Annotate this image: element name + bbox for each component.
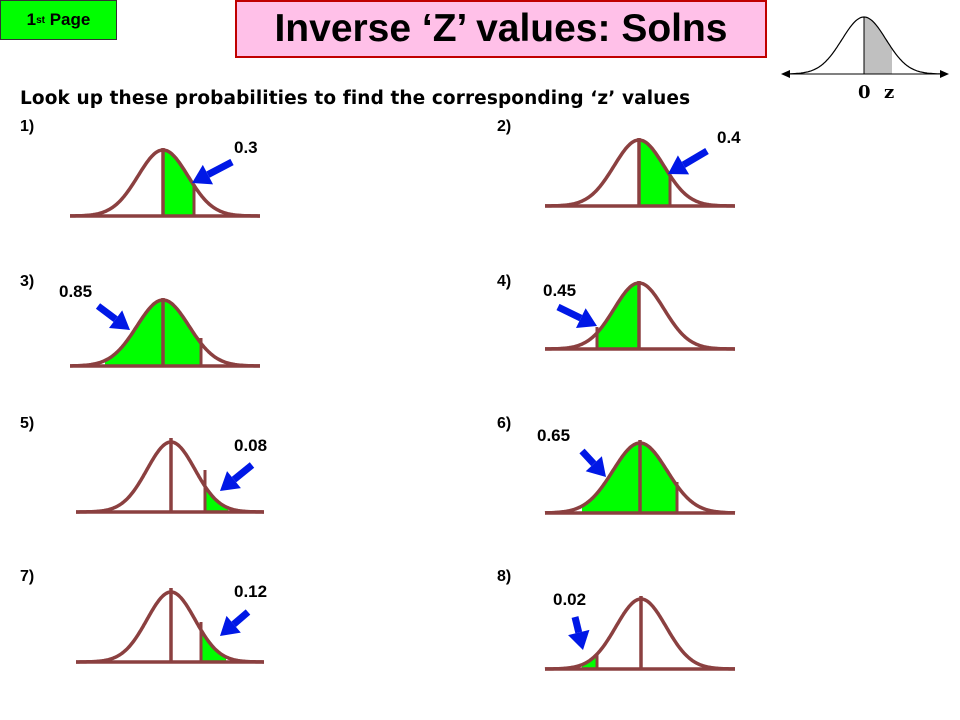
arrow-shaft-7 <box>231 609 251 627</box>
page-title: Inverse ‘Z’ values: Solns <box>274 7 728 50</box>
question-label-3: 3) <box>20 273 35 290</box>
arrow-7 <box>220 609 251 636</box>
probability-label-5: 0.08 <box>234 436 268 455</box>
page-badge-number: 1 <box>26 10 37 29</box>
diagram-6 <box>544 440 736 515</box>
question-label-2: 2) <box>497 118 512 135</box>
arrow-8 <box>568 616 590 650</box>
arrow-3 <box>95 303 130 330</box>
arrow-head-8 <box>568 629 590 650</box>
arrow-head-7 <box>220 615 241 636</box>
arrow-5 <box>220 462 255 491</box>
probability-label-4: 0.45 <box>543 281 577 300</box>
probability-label-2: 0.4 <box>717 128 741 147</box>
diagram-2 <box>545 138 735 208</box>
reference-label-z: z <box>884 82 894 103</box>
diagram-3 <box>70 298 260 368</box>
arrow-head-4 <box>576 308 597 329</box>
reference-fill <box>864 17 892 74</box>
arrow-head-1 <box>192 164 214 185</box>
question-label-7: 7) <box>20 568 35 585</box>
question-label-1: 1) <box>20 118 35 135</box>
arrow-2 <box>668 147 709 175</box>
arrow-head-3 <box>109 310 130 330</box>
curve-3 <box>70 298 260 368</box>
curve-1 <box>70 148 260 218</box>
diagram-1 <box>70 148 260 218</box>
reference-label-zero: 0 <box>858 82 871 103</box>
arrow-4 <box>556 303 597 329</box>
arrow-head-5 <box>220 471 241 491</box>
probability-label-8: 0.02 <box>553 590 587 609</box>
reference-diagram: 0 z <box>781 16 949 103</box>
arrow-shaft-4 <box>556 303 583 322</box>
diagram-8 <box>544 596 735 671</box>
shaded-area-4 <box>597 283 639 349</box>
arrow-shaft-1 <box>206 158 234 178</box>
question-label-8: 8) <box>497 568 512 585</box>
title-box: Inverse ‘Z’ values: Solns <box>235 0 767 58</box>
arrow-shaft-5 <box>231 462 255 483</box>
shaded-area-2 <box>639 140 670 206</box>
arrow-shaft-3 <box>95 303 118 323</box>
diagram-7 <box>76 588 264 664</box>
reference-axis-right-arrow <box>940 70 949 78</box>
page-badge-suffix: st <box>36 14 45 26</box>
probability-label-1: 0.3 <box>234 138 258 157</box>
probability-label-3: 0.85 <box>59 282 93 301</box>
reference-axis-left-arrow <box>781 70 790 78</box>
probability-label-7: 0.12 <box>234 582 268 601</box>
shaded-area-6 <box>582 443 677 513</box>
arrow-1 <box>192 158 234 185</box>
arrow-shaft-6 <box>579 448 597 467</box>
shaded-area-3 <box>105 300 201 366</box>
instructions-text: Look up these probabilities to find the … <box>20 88 691 109</box>
arrow-head-6 <box>585 456 606 477</box>
arrow-6 <box>579 448 606 477</box>
question-label-4: 4) <box>497 273 512 290</box>
shaded-area-1 <box>163 150 194 216</box>
arrow-head-2 <box>668 155 690 175</box>
arrow-shaft-2 <box>681 147 709 168</box>
question-label-6: 6) <box>497 415 512 432</box>
diagram-4 <box>545 281 735 351</box>
page-badge-text: Page <box>45 10 91 29</box>
diagram-5 <box>76 438 264 514</box>
probability-label-6: 0.65 <box>537 426 571 445</box>
question-label-5: 5) <box>20 415 35 432</box>
arrow-shaft-8 <box>571 616 583 634</box>
